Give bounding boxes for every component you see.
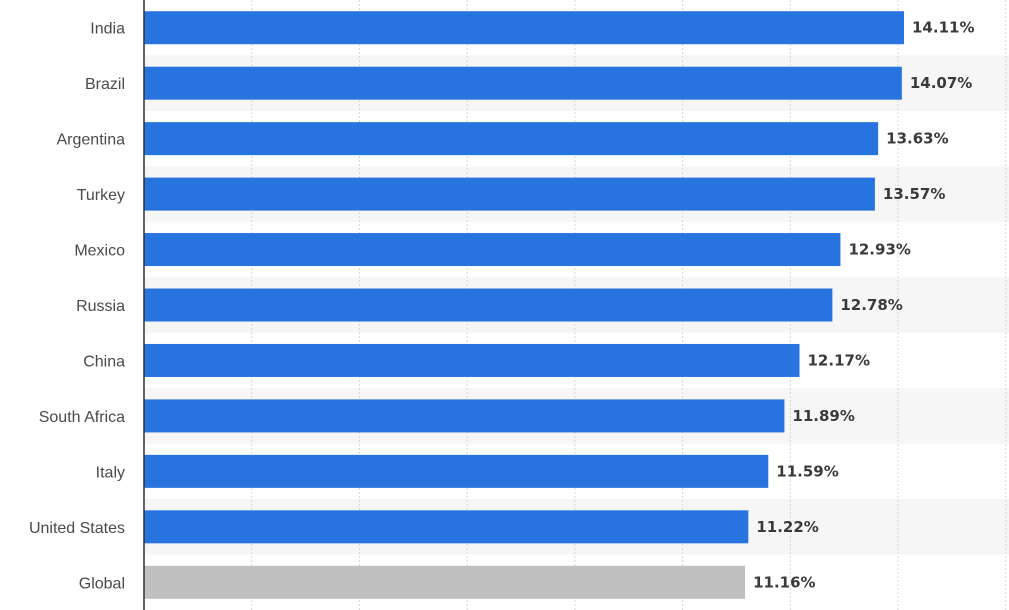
category-label: South Africa: [39, 409, 125, 426]
bar: [144, 510, 749, 544]
value-label: 11.22%: [756, 518, 818, 536]
value-label: 11.89%: [792, 407, 854, 425]
value-label: 13.57%: [883, 185, 945, 203]
value-labels: 14.11% 14.07% 13.63% 13.57% 12.93% 12.78% 12.1…: [753, 19, 974, 592]
value-label: 13.63%: [886, 130, 948, 148]
bar: [144, 288, 833, 322]
bar: [144, 122, 879, 156]
category-label: India: [90, 21, 125, 38]
value-label: 14.11%: [912, 19, 974, 37]
bar: [144, 177, 875, 211]
category-label: Turkey: [77, 187, 125, 204]
category-label: Global: [79, 575, 125, 592]
bar: [144, 565, 746, 599]
category-label: Brazil: [85, 76, 125, 93]
bars: [144, 11, 904, 599]
category-label: United States: [29, 520, 125, 537]
value-label: 12.93%: [848, 241, 910, 259]
category-label: China: [83, 353, 125, 370]
bar: [144, 66, 902, 100]
bar: [144, 454, 769, 488]
value-label: 11.59%: [776, 462, 838, 480]
category-label: Russia: [76, 298, 125, 315]
value-label: 14.07%: [910, 74, 972, 92]
category-label: Mexico: [74, 243, 125, 260]
bar: [144, 11, 904, 45]
category-label: Argentina: [57, 132, 126, 149]
value-label: 11.16%: [753, 573, 815, 591]
bar: [144, 233, 841, 267]
bar: [144, 343, 800, 377]
category-label: Italy: [96, 464, 125, 481]
bar: [144, 399, 785, 433]
value-label: 12.78%: [840, 296, 902, 314]
value-label: 12.17%: [808, 351, 870, 369]
category-labels: India Brazil Argentina Turkey Mexico Russia Ch…: [29, 21, 125, 593]
